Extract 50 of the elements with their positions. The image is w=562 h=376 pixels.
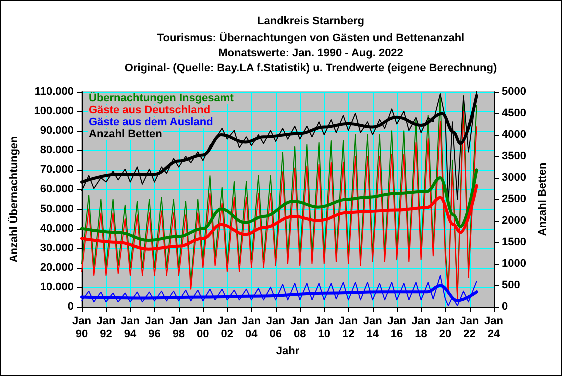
y-tick-label: 70.000	[40, 164, 74, 176]
series-label: Anzahl Betten	[89, 128, 163, 140]
text: Gäste aus dem Ausland	[89, 116, 214, 128]
x-tick-label: Jan 06	[266, 316, 286, 340]
x-axis-title: Jahr	[276, 345, 300, 358]
y-tick-label: 60.000	[40, 184, 74, 196]
x-tick-label: Jan 10	[314, 316, 334, 340]
x-tick-label: Jan 16	[388, 316, 407, 340]
y-tick-label: 10.000	[40, 281, 74, 294]
x-tick-label: Jan 24	[484, 316, 504, 340]
y2-tick-label: 2500	[502, 194, 526, 206]
x-tick-label: Jan 18	[412, 316, 432, 340]
y-axis-title: Anzahl Übernachtungen	[8, 136, 20, 263]
y2-tick-label: 4000	[502, 129, 526, 141]
x-tick-label: Jan 98	[169, 316, 189, 340]
y-tick-label: 40.000	[40, 222, 74, 235]
y-tick-label: 110.000	[34, 86, 74, 98]
x-tick-label: Jan 96	[145, 316, 164, 340]
y2-tick-label: 1500	[502, 236, 526, 248]
x-tick-label: Jan 90	[72, 316, 92, 340]
y2-tick-label: 4500	[502, 108, 526, 120]
x-tick-label: Jan 20	[436, 316, 456, 340]
chart-title: Landkreis Starnberg	[258, 16, 364, 28]
y2-tick-label: 2000	[502, 215, 526, 227]
x-tick-label: Jan 14	[363, 316, 383, 340]
y-tick-label: 20.000	[40, 262, 74, 274]
x-tick-label: Jan 12	[339, 316, 358, 340]
x-tick-label: Jan 04	[242, 316, 262, 340]
y-tick-label: 80.000	[40, 144, 74, 157]
x-tick-label: Jan 08	[290, 316, 310, 340]
x-tick-label: Jan 92	[96, 316, 116, 340]
x-tick-label: Jan 22	[460, 316, 480, 340]
y2-tick-label: 500	[502, 280, 520, 292]
y2-axis-title: Anzahl Betten	[536, 162, 549, 236]
text: Übernachtungen Insgesamt	[89, 92, 234, 104]
y-tick-label: 0	[68, 301, 74, 313]
y2-tick-label: 3000	[502, 172, 526, 184]
y2-tick-label: 5000	[502, 86, 526, 98]
y2-tick-label: 1000	[502, 258, 526, 270]
x-tick-label: Jan 00	[194, 316, 213, 340]
y-tick-label: 90.000	[40, 125, 74, 138]
chart-subtitle: Tourismus: Übernachtungen von Gästen und Bettenanzahl Monatswerte: Jan. 1990 - Aug. 2022 Original- (Quelle: Bay.LA f.Statistik) u. Trendwerte (eigene Berechnung)	[124, 32, 498, 74]
text: Gäste aus Deutschland	[89, 104, 211, 116]
y-tick-label: 50.000	[40, 203, 74, 216]
x-tick-label: Jan 94	[120, 316, 140, 340]
y-tick-label: 30.000	[40, 242, 74, 254]
x-tick-label: Jan 02	[218, 316, 238, 340]
y2-tick-label: 0	[502, 301, 508, 313]
y2-tick-label: 3500	[502, 150, 526, 162]
y-tick-label: 100.000	[34, 106, 74, 118]
